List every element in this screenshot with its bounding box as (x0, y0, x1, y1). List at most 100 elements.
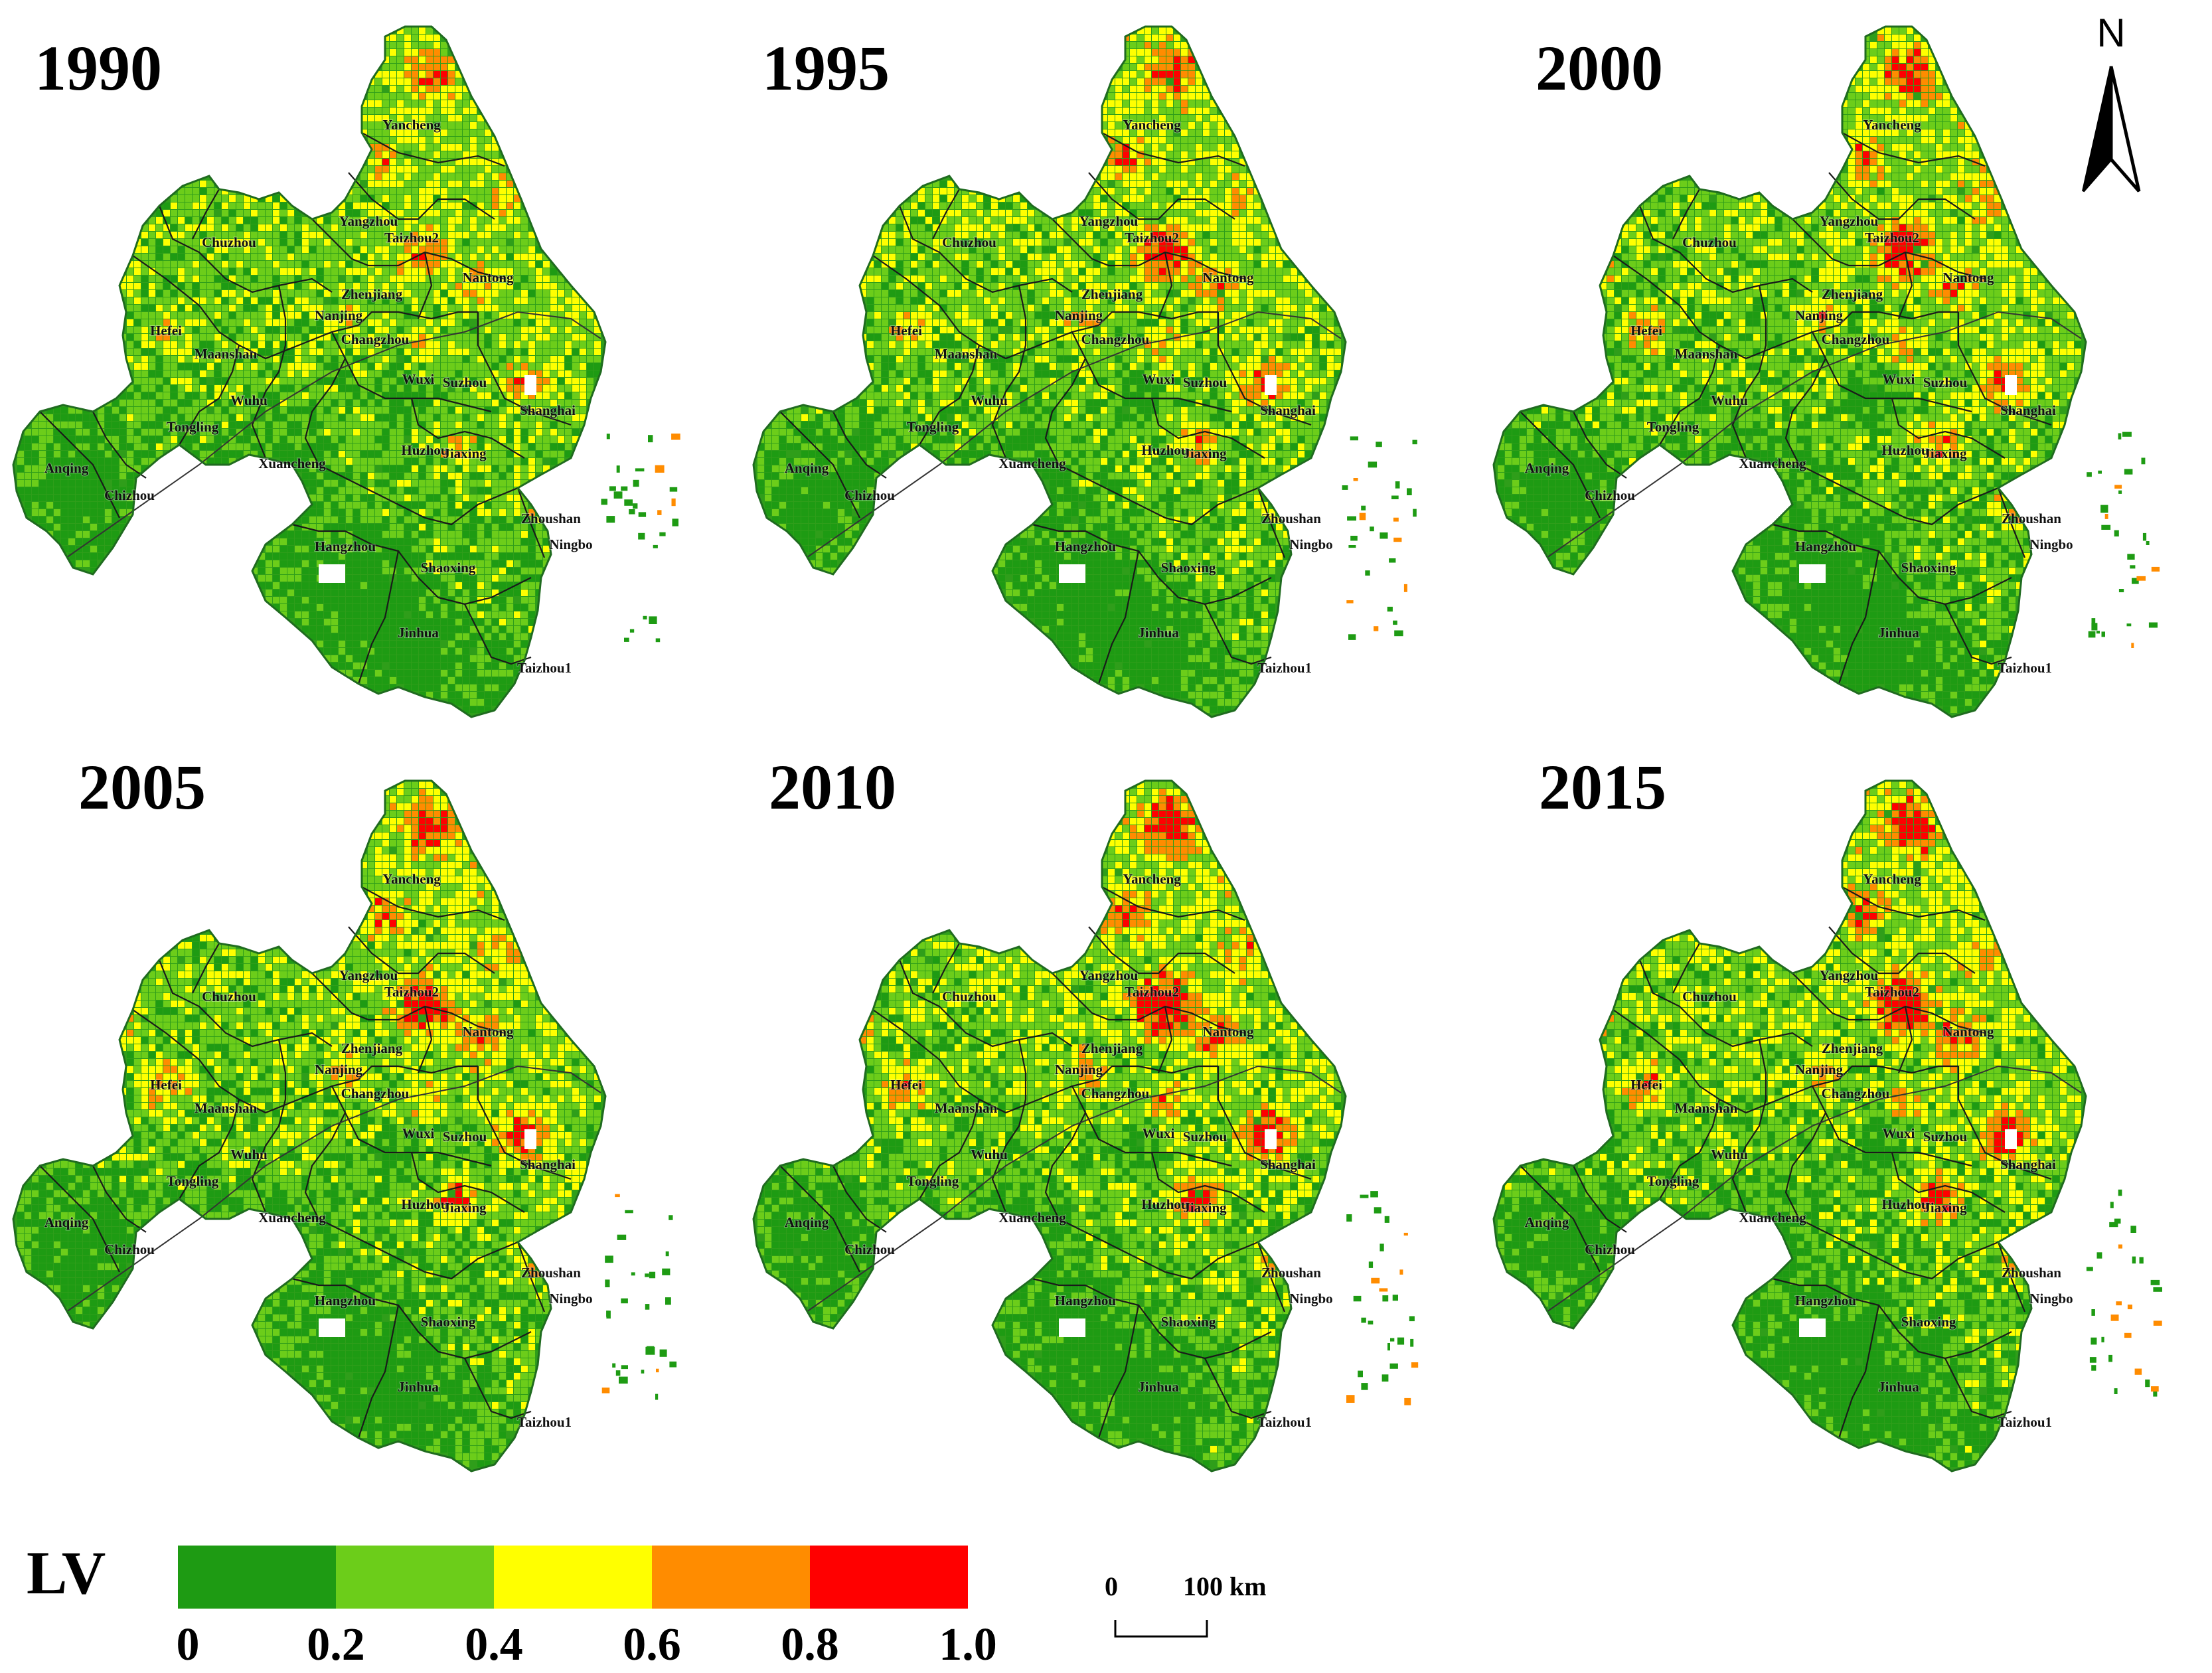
lv-cell (485, 312, 491, 319)
lv-cell (339, 546, 345, 552)
lv-cell (558, 392, 564, 399)
lv-cell (477, 283, 484, 289)
lv-cell (295, 531, 301, 538)
lv-cell (163, 363, 170, 370)
lv-cell (134, 443, 141, 450)
lv-cell (441, 71, 447, 78)
lv-cell (368, 663, 374, 669)
lv-cell (470, 385, 477, 392)
island (635, 468, 645, 472)
lv-cell (368, 422, 374, 428)
lv-cell (32, 443, 39, 450)
lv-cell (382, 100, 389, 107)
lv-cell (134, 283, 141, 289)
lv-cell (1203, 137, 1210, 143)
lv-cell (1196, 108, 1202, 114)
lv-cell (229, 319, 236, 326)
lv-cell (1181, 217, 1188, 224)
lv-cell (375, 188, 382, 195)
lv-cell (360, 202, 367, 209)
lv-cell (1071, 283, 1078, 289)
lv-cell (933, 268, 939, 275)
lv-cell (368, 268, 374, 275)
lv-cell (382, 217, 389, 224)
lv-cell (368, 677, 374, 684)
lv-cell (911, 202, 917, 209)
lv-cell (266, 553, 272, 560)
lv-cell (1020, 268, 1027, 275)
lv-cell (1181, 108, 1188, 114)
lv-cell (441, 246, 447, 253)
lv-cell (375, 655, 382, 662)
lv-cell (25, 473, 31, 479)
lv-cell (375, 378, 382, 384)
lv-cell (302, 349, 309, 355)
lv-cell (991, 210, 998, 216)
lv-cell (273, 363, 279, 370)
lv-cell (470, 597, 477, 603)
lv-cell (287, 312, 294, 319)
lv-cell (141, 436, 148, 443)
lv-cell (1050, 261, 1056, 268)
lv-cell (1013, 276, 1020, 282)
lv-cell (434, 297, 440, 304)
lv-cell (412, 297, 418, 304)
lv-cell (477, 188, 484, 195)
lv-cell (434, 531, 440, 538)
lv-cell (390, 137, 396, 143)
lv-cell (353, 217, 360, 224)
lv-cell (324, 582, 331, 589)
lv-cell (463, 276, 469, 282)
lv-cell (404, 224, 411, 231)
lv-cell (426, 188, 433, 195)
lv-cell (434, 239, 440, 246)
lv-cell (528, 538, 535, 545)
lv-cell (1166, 49, 1173, 56)
lv-cell (397, 436, 404, 443)
lv-cell (933, 224, 939, 231)
lv-cell (426, 290, 433, 297)
lv-cell (536, 429, 542, 436)
lv-cell (1203, 144, 1210, 151)
lv-cell (244, 334, 250, 341)
lv-cell (419, 239, 426, 246)
lv-cell (353, 538, 360, 545)
lv-cell (317, 305, 323, 311)
lv-cell (528, 575, 535, 582)
lv-cell (251, 224, 258, 231)
lv-cell (156, 392, 163, 399)
lv-cell (185, 414, 192, 421)
lv-cell (368, 451, 374, 457)
lv-cell (947, 217, 954, 224)
lv-cell (463, 151, 469, 158)
lv-cell (434, 129, 440, 136)
lv-cell (1174, 35, 1180, 41)
lv-cell (76, 531, 82, 538)
lv-cell (485, 129, 491, 136)
lv-cell (193, 305, 199, 311)
lv-cell (977, 224, 983, 231)
lv-cell (156, 283, 163, 289)
lv-cell (244, 429, 250, 436)
lv-cell (455, 232, 462, 238)
lv-cell (171, 312, 177, 319)
lv-cell (178, 414, 185, 421)
lv-cell (266, 312, 272, 319)
lv-cell (317, 400, 323, 406)
lv-cell (521, 356, 528, 362)
lv-cell (434, 195, 440, 202)
lv-cell (448, 524, 455, 530)
lv-cell (61, 465, 68, 472)
lv-cell (163, 217, 170, 224)
lv-cell (302, 305, 309, 311)
lv-cell (214, 217, 221, 224)
lv-cell (251, 436, 258, 443)
lv-cell (412, 590, 418, 596)
lv-cell (339, 334, 345, 341)
lv-cell (163, 319, 170, 326)
island (655, 465, 665, 473)
lv-cell (426, 86, 433, 92)
lv-cell (1115, 71, 1122, 78)
lv-cell (463, 509, 469, 516)
lv-cell (134, 451, 141, 457)
